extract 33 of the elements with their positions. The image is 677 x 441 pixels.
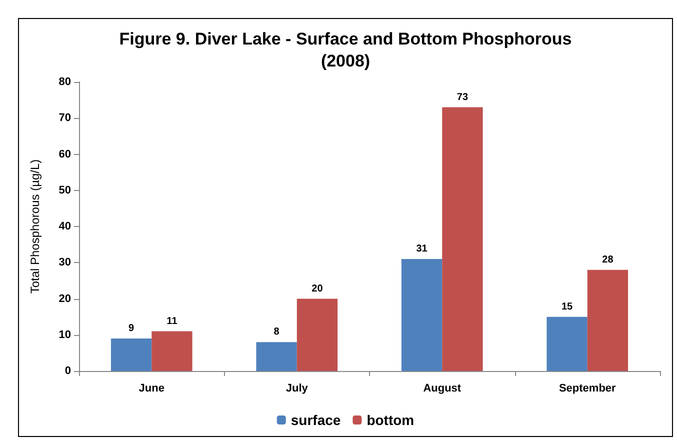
- y-tick-label: 20: [58, 292, 71, 305]
- y-tick-label: 80: [58, 76, 71, 88]
- data-label: 73: [456, 92, 468, 103]
- bar: [546, 316, 588, 371]
- data-label: 15: [561, 301, 574, 312]
- y-tick-label: 0: [64, 365, 71, 377]
- y-tick-label: 50: [58, 184, 71, 196]
- bar: [110, 338, 152, 371]
- bar: [296, 298, 338, 371]
- legend-label: bottom: [366, 412, 414, 428]
- x-tick-label: August: [423, 382, 462, 394]
- y-tick-label: 40: [58, 220, 71, 232]
- data-label: 9: [128, 322, 135, 334]
- bar: [256, 342, 297, 371]
- y-tick-label: 60: [58, 148, 71, 160]
- bar: [401, 259, 442, 371]
- bar: [587, 270, 628, 371]
- x-tick-label: June: [138, 382, 164, 394]
- y-tick-label: 30: [58, 256, 71, 269]
- data-label: 11: [166, 316, 178, 327]
- bar: [152, 331, 192, 371]
- data-label: 28: [602, 254, 614, 266]
- data-label: 20: [312, 283, 324, 294]
- data-label: 8: [274, 326, 280, 338]
- x-tick-label: September: [558, 382, 617, 394]
- y-tick-label: 10: [58, 328, 71, 341]
- chart-title: Figure 9. Diver Lake - Surface and Bottom Phosphorous (2008): [119, 30, 572, 70]
- legend-label: surface: [290, 412, 341, 428]
- x-tick-label: July: [286, 382, 309, 394]
- data-label: 31: [416, 244, 428, 255]
- bar: [442, 107, 483, 371]
- y-axis-title: Total Phosphorous (µg/L): [28, 159, 42, 294]
- y-tick-label: 70: [58, 112, 71, 124]
